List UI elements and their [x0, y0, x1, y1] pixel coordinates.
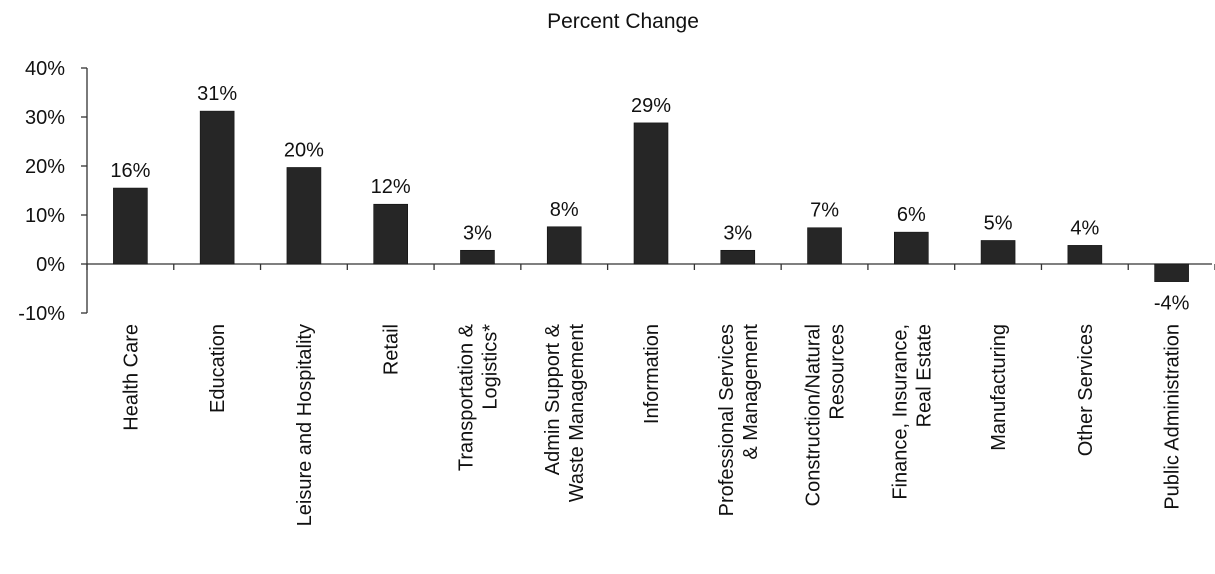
bar	[373, 203, 408, 265]
category-label: Transportation & Logistics*	[455, 323, 501, 471]
category-label: Health Care	[120, 324, 142, 431]
y-tick-label: 40%	[25, 58, 65, 80]
data-label: 7%	[810, 200, 839, 222]
y-tick-label: 10%	[25, 205, 65, 227]
category-label-line: Admin Support &	[542, 323, 564, 475]
category-label-line: Public Administration	[1162, 324, 1184, 510]
bar	[286, 167, 322, 265]
category-label-line: Retail	[381, 324, 403, 375]
category-label-line: Construction/Natural	[803, 324, 825, 506]
category-label: Leisure and Hospitality	[294, 324, 316, 526]
data-label: 16%	[110, 160, 150, 182]
data-label: 31%	[197, 83, 237, 105]
category-label-line: Real Estate	[913, 324, 935, 427]
category-label: Manufacturing	[988, 324, 1010, 451]
category-label-line: Finance, Insurance,	[889, 324, 911, 500]
category-label: Construction/Natural Resources	[803, 324, 849, 506]
category-label: Information	[641, 324, 663, 424]
bar	[113, 187, 148, 265]
category-label-line: Professional Services	[716, 324, 738, 516]
data-label: -4%	[1154, 293, 1190, 315]
data-label: 20%	[284, 139, 324, 161]
category-label-line: Logistics*	[479, 324, 501, 410]
category-label: Other Services	[1075, 324, 1097, 456]
data-label: 3%	[723, 222, 752, 244]
y-tick-label: 30%	[25, 107, 65, 129]
bar	[633, 122, 669, 265]
category-label-line: Other Services	[1075, 324, 1097, 456]
bar	[894, 231, 929, 265]
y-tick-label: 20%	[25, 156, 65, 178]
category-label: Admin Support & Waste Management	[542, 323, 588, 502]
chart-title: Percent Change	[547, 10, 699, 33]
bar	[980, 240, 1016, 265]
category-label-line: Health Care	[120, 324, 142, 431]
category-label-line: Waste Management	[566, 324, 588, 503]
category-label: Education	[207, 324, 229, 413]
y-tick-label: -10%	[18, 303, 65, 325]
y-tick-label: 0%	[36, 254, 65, 276]
bar-series	[113, 110, 1189, 282]
category-label-line: & Management	[740, 324, 762, 460]
data-label: 29%	[631, 95, 671, 117]
category-label-line: Resources	[827, 324, 849, 420]
y-axis-ticks: -10% 0% 10% 20% 30% 40%	[18, 58, 87, 325]
bar	[1067, 245, 1103, 265]
x-axis-ticks	[86, 264, 1215, 270]
category-label-line: Education	[207, 324, 229, 413]
bar	[460, 249, 495, 265]
category-label: Professional Services & Management	[716, 324, 762, 517]
bar	[807, 227, 842, 265]
bar	[1154, 263, 1189, 282]
category-label: Retail	[381, 324, 403, 375]
category-labels: Health Care Education Leisure and Hospital…	[120, 323, 1183, 526]
category-label-line: Manufacturing	[988, 324, 1010, 451]
category-label-line: Transportation &	[455, 323, 477, 471]
bar	[546, 226, 582, 265]
data-label: 3%	[463, 222, 492, 244]
data-label: 8%	[550, 199, 579, 221]
bar	[199, 110, 235, 265]
data-label: 12%	[371, 176, 411, 198]
data-label: 6%	[897, 204, 926, 226]
data-label: 4%	[1070, 217, 1099, 239]
category-label: Finance, Insurance, Real Estate	[889, 324, 935, 500]
bar	[720, 249, 756, 265]
category-label: Public Administration	[1162, 324, 1184, 510]
data-labels: 16% 31% 20% 12% 3% 8% 29% 3% 7% 6% 5% 4% -4%	[110, 83, 1189, 315]
data-label: 5%	[984, 212, 1013, 234]
category-label-line: Information	[641, 324, 663, 424]
category-label-line: Leisure and Hospitality	[294, 324, 316, 526]
